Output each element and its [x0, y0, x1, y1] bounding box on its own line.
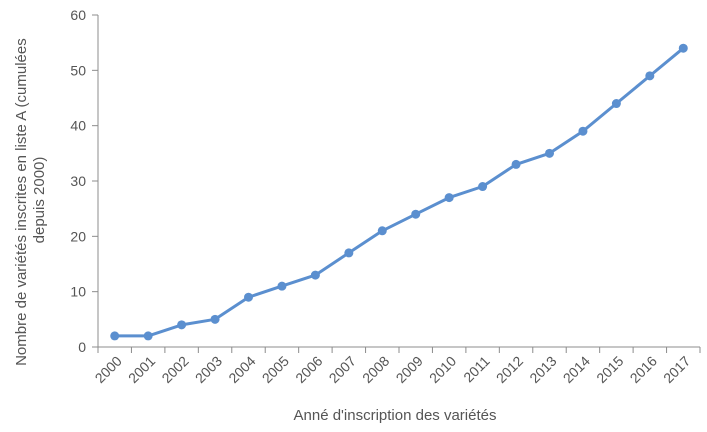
x-tick-label: 2007 [326, 353, 359, 386]
data-point [277, 281, 287, 291]
x-tick-label: 2002 [158, 353, 191, 386]
data-point [444, 193, 454, 203]
data-point [210, 314, 220, 324]
data-point [310, 270, 320, 280]
x-axis: 2000 2001 2002 2003 2004 2005 2006 2007 2008 2009… [91, 346, 701, 386]
x-tick-label: 2004 [225, 353, 258, 386]
x-tick-label: 2009 [392, 353, 425, 386]
y-axis-title: Nombre de variétés inscrites en liste A … [13, 34, 48, 366]
data-point [478, 182, 488, 192]
data-point [110, 331, 120, 341]
data-point [377, 226, 387, 236]
x-tick-label: 2014 [560, 353, 593, 386]
x-tick-label: 2008 [359, 353, 392, 386]
y-tick-label: 0 [78, 339, 86, 355]
data-point [678, 43, 688, 53]
x-tick-label: 2015 [593, 353, 626, 386]
data-point [411, 209, 421, 219]
data-point [177, 320, 187, 330]
y-tick-label: 40 [70, 118, 86, 134]
data-point [344, 248, 354, 258]
x-tick-label: 2006 [292, 353, 325, 386]
data-point [143, 331, 153, 341]
y-axis: 0 10 20 30 40 50 60 [70, 7, 99, 355]
y-axis-title-line-1: Nombre de variétés inscrites en liste A … [13, 38, 30, 366]
x-tick-label: 2001 [125, 353, 158, 386]
y-axis-title-line-2: depuis 2000) [31, 157, 48, 244]
x-tick-label: 2012 [493, 353, 526, 386]
x-tick-label: 2016 [627, 353, 660, 386]
data-point [545, 148, 554, 158]
y-tick-label: 50 [70, 62, 86, 78]
data-point [578, 126, 588, 136]
y-tick-label: 60 [70, 7, 86, 23]
y-tick-label: 30 [70, 173, 86, 189]
data-point [611, 99, 621, 109]
x-tick-label: 2011 [460, 353, 493, 386]
series-layer [110, 43, 688, 341]
y-tick-label: 20 [70, 228, 86, 244]
x-tick-label: 2017 [660, 353, 693, 386]
x-tick-label: 2010 [426, 353, 459, 386]
x-axis-title: Anné d'inscription des variétés [294, 407, 497, 424]
series-line [114, 47, 685, 338]
data-point [511, 159, 521, 169]
data-point [244, 292, 253, 302]
x-tick-label: 2003 [192, 353, 225, 386]
data-point [645, 71, 655, 81]
x-tick-label: 2013 [526, 353, 559, 386]
y-tick-label: 10 [70, 284, 86, 300]
x-tick-label: 2000 [91, 353, 124, 386]
x-tick-label: 2005 [259, 353, 292, 386]
